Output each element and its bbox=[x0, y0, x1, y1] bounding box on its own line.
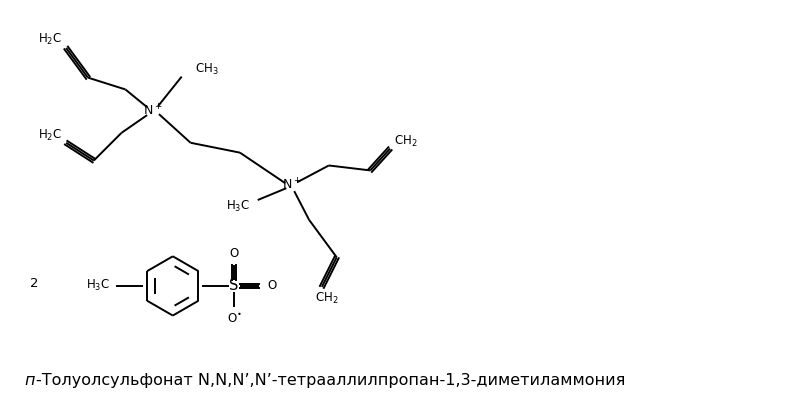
Text: CH$_2$: CH$_2$ bbox=[315, 291, 339, 306]
Text: 2: 2 bbox=[31, 277, 39, 290]
Text: H$_2$C: H$_2$C bbox=[39, 32, 62, 47]
Text: O: O bbox=[267, 279, 276, 292]
Text: -Толуолсульфонат N,N,N’,N’-тетрааллилпропан-1,3-диметиламмония: -Толуолсульфонат N,N,N’,N’-тетрааллилпро… bbox=[35, 373, 625, 388]
Text: CH$_3$: CH$_3$ bbox=[194, 62, 219, 77]
Text: N$^+$: N$^+$ bbox=[281, 177, 301, 193]
Text: H$_3$C: H$_3$C bbox=[226, 199, 250, 215]
Text: H$_3$C: H$_3$C bbox=[86, 278, 110, 294]
Text: N$^+$: N$^+$ bbox=[143, 104, 163, 119]
Text: CH$_2$: CH$_2$ bbox=[394, 134, 417, 149]
Text: S: S bbox=[230, 278, 239, 294]
Text: п: п bbox=[24, 373, 35, 388]
Text: O$^{•}$: O$^{•}$ bbox=[226, 313, 241, 326]
Text: O: O bbox=[230, 247, 239, 260]
Text: H$_2$C: H$_2$C bbox=[39, 128, 62, 143]
